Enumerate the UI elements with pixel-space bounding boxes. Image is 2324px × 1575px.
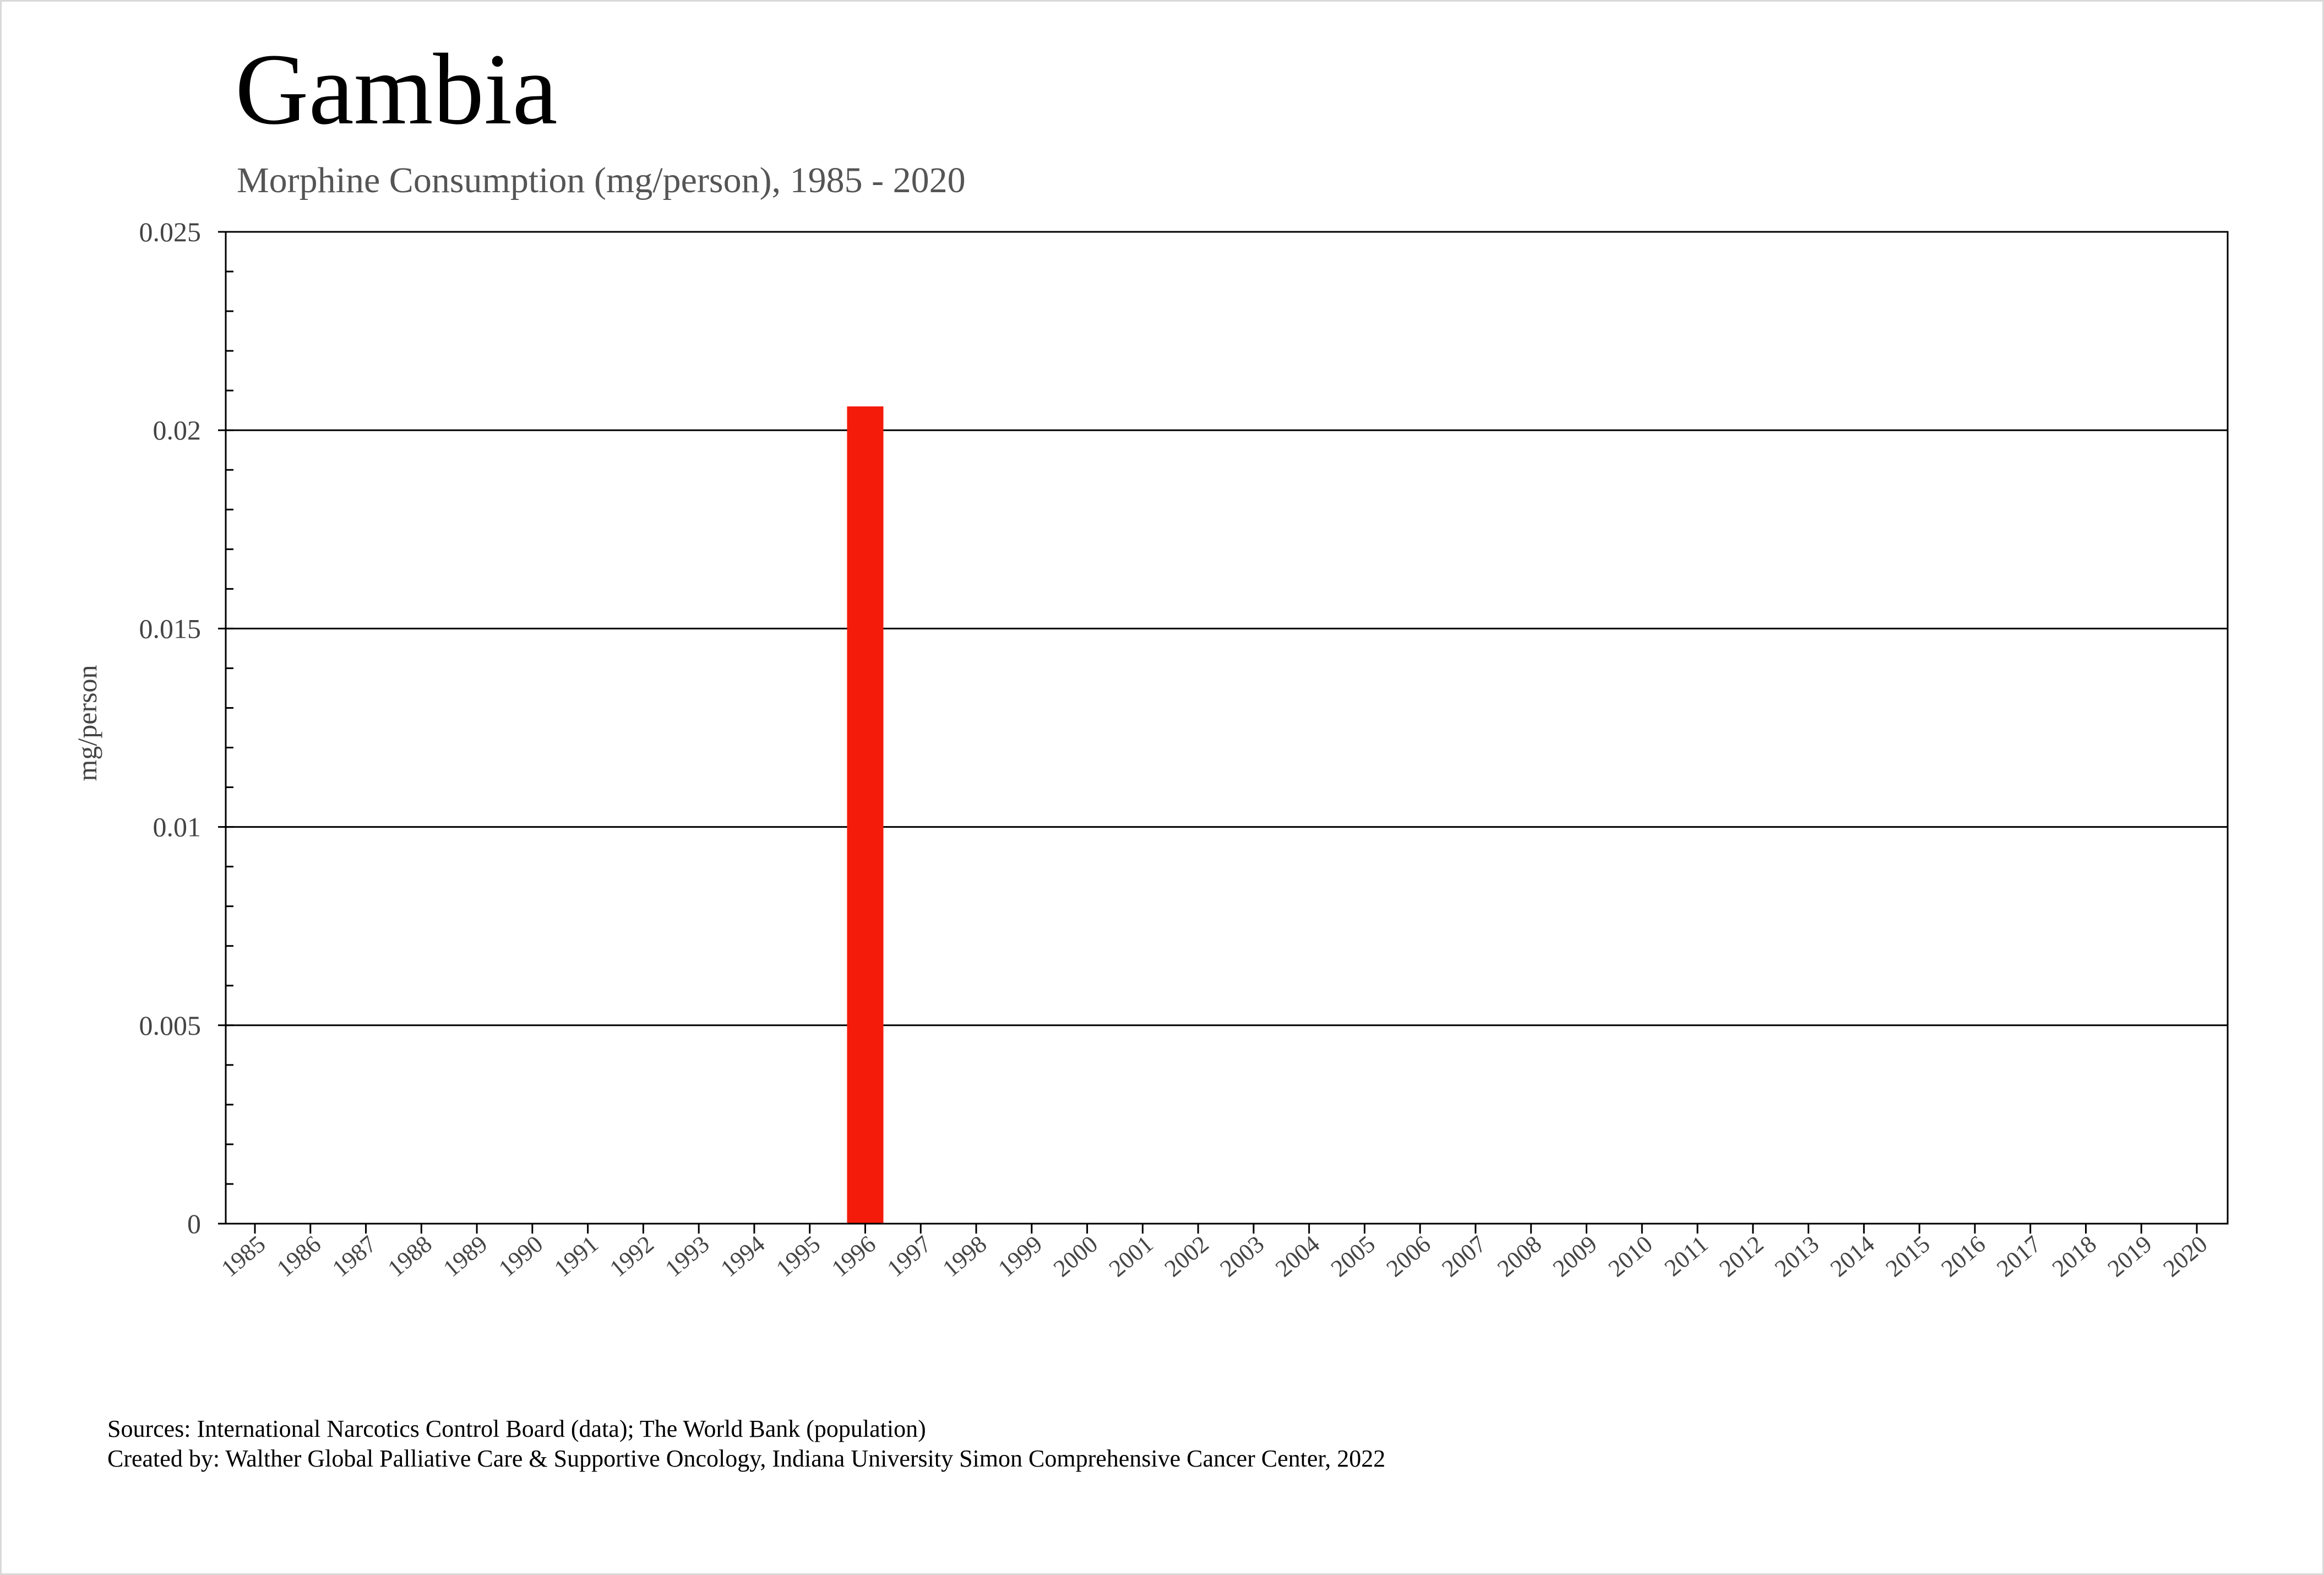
y-tick-label: 0.02 [153,415,202,446]
y-tick-label: 0.005 [139,1010,202,1041]
x-tick-label: 1986 [271,1230,326,1282]
x-tick-label: 1997 [882,1230,937,1282]
x-tick-label: 1993 [660,1230,715,1282]
x-tick-label: 2003 [1215,1230,1269,1282]
x-tick-label: 1989 [438,1230,493,1282]
chart-title: Gambia [235,33,558,146]
x-tick-label: 1991 [549,1230,603,1282]
x-tick-label: 1987 [327,1230,382,1282]
x-tick-label: 2018 [2047,1230,2102,1282]
x-tick-label: 2004 [1270,1230,1325,1282]
x-tick-label: 2008 [1492,1230,1547,1282]
x-tick-label: 1985 [216,1230,271,1282]
x-tick-label: 2009 [1548,1230,1602,1282]
x-tick-label: 1995 [771,1230,825,1282]
x-tick-label: 1996 [826,1230,881,1282]
x-tick-label: 2005 [1326,1230,1380,1282]
x-tick-label: 1994 [715,1230,770,1282]
created-by-line: Created by: Walther Global Palliative Ca… [107,1445,1386,1472]
x-tick-label: 1988 [383,1230,437,1282]
y-tick-label: 0.025 [139,216,202,247]
y-tick-label: 0.01 [153,812,202,843]
x-tick-label: 2016 [1936,1230,1990,1282]
y-tick-label: 0.015 [139,613,202,644]
y-tick-label: 0 [187,1208,201,1239]
x-tick-label: 2000 [1048,1230,1103,1282]
x-tick-label: 2002 [1160,1230,1214,1282]
chart-subtitle: Morphine Consumption (mg/person), 1985 -… [237,160,966,200]
x-tick-label: 2020 [2158,1230,2213,1282]
x-tick-label: 2001 [1104,1230,1158,1282]
x-tick-label: 2017 [1991,1230,2046,1282]
x-tick-label: 2007 [1436,1230,1491,1282]
plot-area-border [225,231,2229,1225]
x-tick-label: 1999 [993,1230,1047,1282]
x-tick-label: 2013 [1770,1230,1824,1282]
x-tick-label: 2014 [1825,1230,1880,1282]
y-axis-title: mg/person [72,665,102,781]
x-tick-label: 2012 [1714,1230,1768,1282]
x-tick-label: 1998 [938,1230,992,1282]
bar-1996 [847,406,884,1224]
x-tick-label: 2019 [2103,1230,2157,1282]
x-tick-label: 2010 [1603,1230,1658,1282]
x-tick-label: 1992 [605,1230,659,1282]
x-tick-label: 2015 [1881,1230,1935,1282]
sources-line: Sources: International Narcotics Control… [107,1415,926,1442]
chart-sources: Sources: International Narcotics Control… [107,1414,1385,1474]
x-tick-label: 2006 [1381,1230,1436,1282]
x-tick-label: 2011 [1659,1230,1713,1281]
x-tick-label: 1990 [493,1230,548,1282]
